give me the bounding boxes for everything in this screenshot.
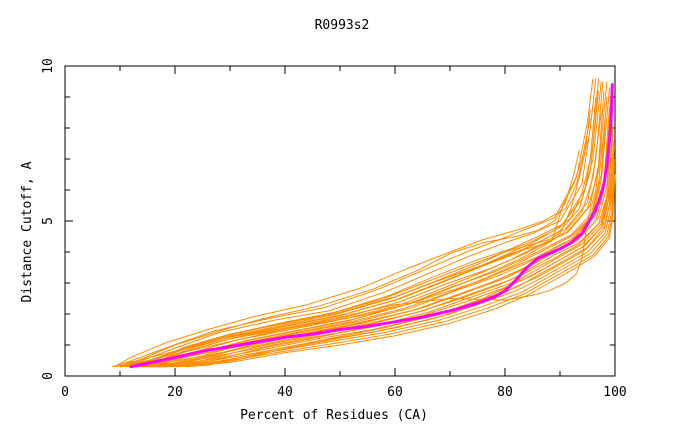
chart-title: R0993s2 xyxy=(315,18,370,33)
x-axis: 0 20 40 60 80 100 xyxy=(61,66,627,400)
series-line-model-28 xyxy=(147,118,606,368)
x-tick-label: 100 xyxy=(603,385,626,400)
highlight-series-group xyxy=(129,83,614,369)
x-axis-label: Percent of Residues (CA) xyxy=(240,408,428,423)
x-tick-label: 60 xyxy=(387,385,403,400)
series-line-model-26 xyxy=(163,134,614,368)
x-tick-label: 40 xyxy=(277,385,293,400)
y-tick-label: 0 xyxy=(41,372,56,380)
series-line-model-20 xyxy=(158,124,614,368)
series-line-model-25 xyxy=(119,149,580,368)
series-line-model-29 xyxy=(114,109,591,368)
series-line-highlighted xyxy=(129,83,614,369)
series-line-model-16 xyxy=(136,90,605,368)
x-tick-label: 0 xyxy=(61,385,69,400)
series-line-model-23 xyxy=(207,143,602,346)
y-axis-label: Distance Cutoff, A xyxy=(20,161,35,302)
series-line-model-11 xyxy=(152,174,616,368)
y-tick-label: 5 xyxy=(41,217,56,225)
series-line-model-07 xyxy=(130,143,614,368)
series-line-model-30 xyxy=(174,140,615,368)
series-line-model-21 xyxy=(125,140,588,368)
x-tick-label: 80 xyxy=(497,385,513,400)
series-line-model-13 xyxy=(125,78,599,368)
series-line-model-33 xyxy=(119,90,599,368)
model-series-group xyxy=(111,78,616,368)
series-line-model-05 xyxy=(125,112,613,368)
series-line-model-03 xyxy=(119,87,610,368)
series-line-model-08 xyxy=(136,152,615,368)
y-tick-label: 10 xyxy=(41,58,56,74)
series-line-model-18 xyxy=(147,106,610,368)
x-tick-label: 20 xyxy=(167,385,183,400)
